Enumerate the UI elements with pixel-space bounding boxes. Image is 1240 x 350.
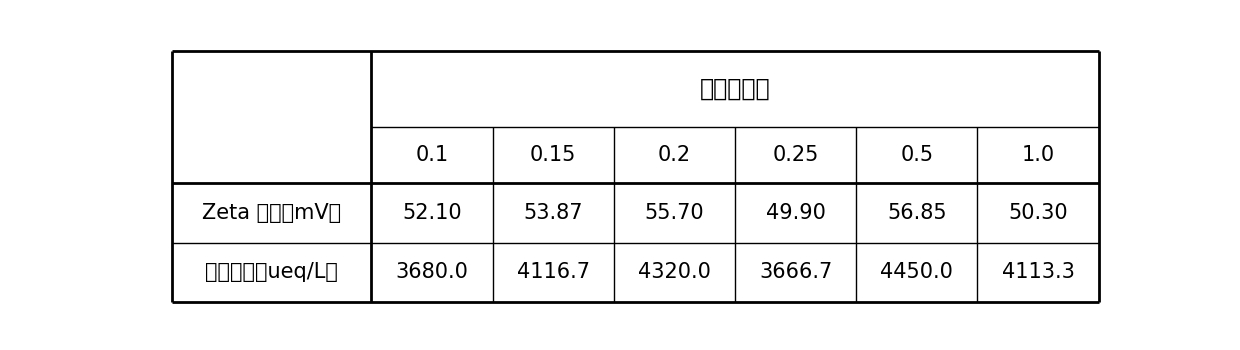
Text: 50.30: 50.30 xyxy=(1008,203,1068,223)
Text: 0.15: 0.15 xyxy=(529,145,577,165)
Text: 4116.7: 4116.7 xyxy=(517,262,590,282)
Text: 4113.3: 4113.3 xyxy=(1002,262,1075,282)
Text: 0.5: 0.5 xyxy=(900,145,934,165)
Text: 0.1: 0.1 xyxy=(415,145,449,165)
Text: 55.70: 55.70 xyxy=(645,203,704,223)
Text: 56.85: 56.85 xyxy=(887,203,946,223)
Text: 49.90: 49.90 xyxy=(766,203,826,223)
Text: 电荷密度（ueq/L）: 电荷密度（ueq/L） xyxy=(206,262,339,282)
Text: 过二硫酸鿣: 过二硫酸鿣 xyxy=(699,77,770,101)
Text: 4320.0: 4320.0 xyxy=(639,262,711,282)
Text: 53.87: 53.87 xyxy=(523,203,583,223)
Text: 4450.0: 4450.0 xyxy=(880,262,954,282)
Text: 0.25: 0.25 xyxy=(773,145,818,165)
Text: 52.10: 52.10 xyxy=(402,203,461,223)
Text: Zeta 电位（mV）: Zeta 电位（mV） xyxy=(202,203,341,223)
Text: 0.2: 0.2 xyxy=(658,145,691,165)
Text: 1.0: 1.0 xyxy=(1022,145,1055,165)
Text: 3666.7: 3666.7 xyxy=(759,262,832,282)
Text: 3680.0: 3680.0 xyxy=(396,262,469,282)
